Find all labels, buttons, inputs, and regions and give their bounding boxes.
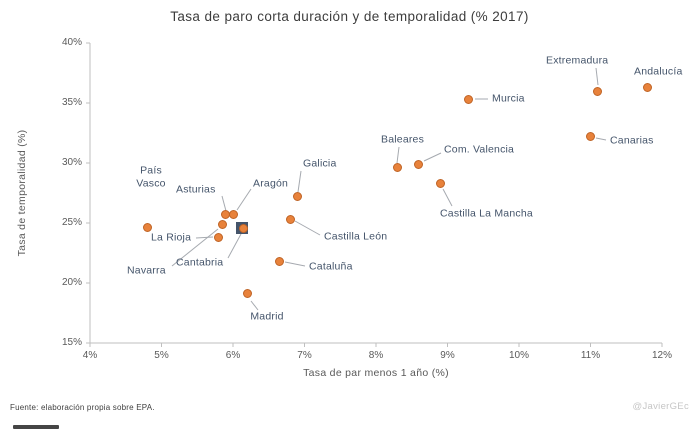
- data-point[interactable]: [586, 132, 595, 142]
- x-tick-label: 11%: [580, 350, 601, 361]
- author-watermark: @JavierGEc: [632, 401, 689, 412]
- point-label: Navarra: [127, 264, 166, 277]
- point-label: Com. Valencia: [444, 143, 515, 156]
- point-label: Asturias: [176, 183, 216, 196]
- data-point[interactable]: [228, 209, 238, 219]
- point-label: País Vasco: [136, 164, 166, 189]
- data-point[interactable]: [242, 289, 252, 299]
- point-label: Aragón: [253, 177, 289, 190]
- x-tick-label: 7%: [297, 350, 312, 361]
- x-tick-label: 9%: [440, 350, 455, 361]
- data-point[interactable]: [239, 223, 249, 233]
- x-tick-label: 8%: [368, 350, 384, 361]
- point-label: Andalucía: [634, 65, 683, 78]
- data-point[interactable]: [643, 82, 653, 92]
- data-point[interactable]: [435, 178, 445, 188]
- data-point[interactable]: [274, 256, 284, 266]
- data-point[interactable]: [214, 232, 224, 242]
- y-tick-label: 25%: [61, 217, 82, 228]
- y-tick-label: 15%: [61, 337, 82, 348]
- y-tick-label: 40%: [61, 37, 82, 48]
- x-tick-label: 6%: [225, 350, 241, 361]
- point-label: Castilla La Mancha: [440, 207, 533, 220]
- point-label: Galicia: [303, 157, 337, 170]
- cropped-bottom-artifact: [13, 425, 59, 429]
- x-tick-label: 5%: [154, 350, 169, 361]
- data-point[interactable]: [217, 219, 227, 229]
- y-tick-label: 35%: [61, 97, 82, 108]
- x-tick-label: 12%: [651, 350, 672, 361]
- point-label: Baleares: [381, 133, 425, 146]
- point-label: Extremadura: [546, 54, 609, 67]
- point-label: Canarias: [610, 134, 654, 147]
- source-note: Fuente: elaboración propia sobre EPA.: [10, 403, 155, 412]
- data-point[interactable]: [392, 163, 402, 173]
- y-axis-title: Tasa de temporalidad (%): [16, 129, 28, 257]
- x-tick-label: 4%: [82, 350, 98, 361]
- data-point[interactable]: [593, 86, 603, 96]
- data-point[interactable]: [292, 192, 302, 202]
- point-label: Madrid: [250, 310, 284, 323]
- y-tick-label: 30%: [61, 157, 82, 168]
- point-label: Cataluña: [309, 260, 353, 273]
- data-point[interactable]: [142, 223, 152, 233]
- x-axis-title: Tasa de par menos 1 año (%): [303, 367, 449, 379]
- data-point[interactable]: [285, 214, 295, 224]
- data-point[interactable]: [414, 159, 424, 169]
- chart-title: Tasa de paro corta duración y de tempora…: [170, 9, 529, 24]
- x-tick-label: 10%: [508, 350, 529, 361]
- point-label: La Rioja: [151, 231, 192, 244]
- data-point[interactable]: [464, 94, 474, 104]
- point-label: Cantabria: [176, 256, 224, 269]
- y-tick-label: 20%: [61, 277, 82, 288]
- point-label: Castilla León: [324, 230, 388, 243]
- point-label: Murcia: [492, 92, 525, 105]
